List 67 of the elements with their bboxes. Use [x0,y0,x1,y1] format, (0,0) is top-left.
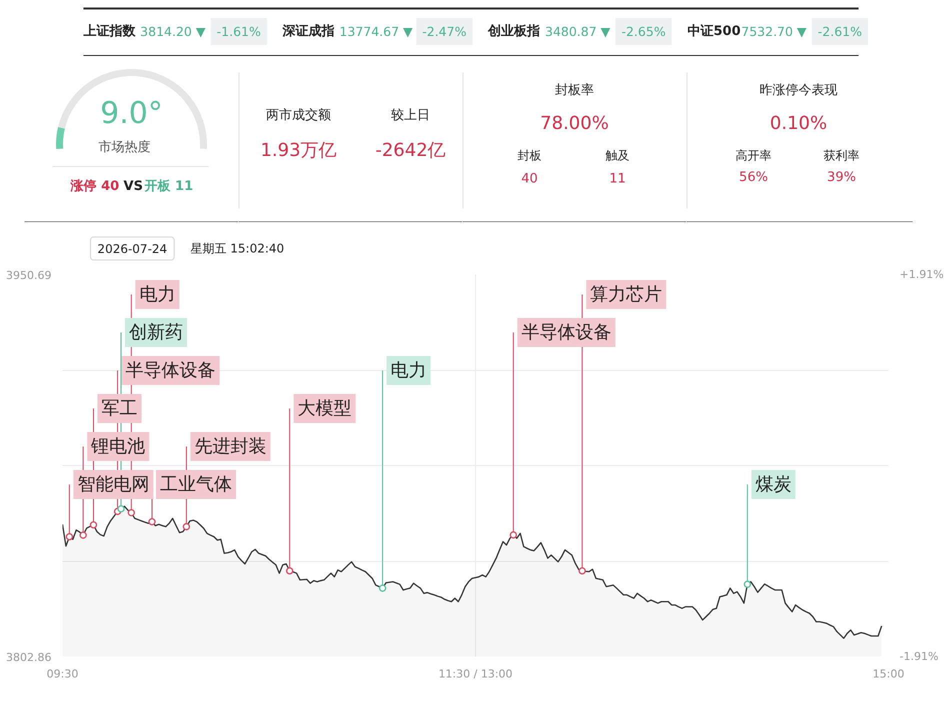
text: -2.65% [621,24,666,39]
text: 中证500 [687,24,741,39]
point [90,521,98,529]
y2-tick-label: -1.91% [900,650,938,663]
point [286,567,294,575]
text: 7532.70 ▼ [741,24,807,39]
text: 创业板指 [487,24,540,39]
text: 40 [521,172,538,186]
x-tick-label: 09:30 [46,668,78,680]
data-label: 锂电池 [90,436,146,457]
point [128,509,135,516]
text: 昨涨停今表现 [760,83,838,98]
text: 2026-07-24 [97,242,168,256]
point [378,584,386,592]
data-label: 智能电网 [77,474,150,495]
text: 高开率 [736,148,772,162]
data-label: 军工 [101,398,138,419]
text: 39% [827,170,856,185]
data-label: 先进封装 [194,436,266,457]
text: 星期五 15:02:40 [190,242,284,256]
point [66,533,74,540]
text: -2.47% [422,24,467,39]
text: 较上日 [391,108,430,123]
data-label: 电力 [139,284,176,305]
text: -2.61% [818,24,862,39]
text: 获利率 [824,148,860,162]
text: 涨停 40 [70,179,120,194]
text: 13774.67 ▼ [339,24,414,39]
data-label: 电力 [390,360,427,381]
point [148,518,156,526]
point [80,532,87,539]
text: 触及 [606,148,630,162]
data-label: 算力芯片 [590,284,662,305]
text: 0.10% [770,113,828,134]
point [578,567,586,575]
point [182,523,190,530]
text: -2642亿 [375,140,446,161]
y-tick-label: 3802.86 [6,651,52,664]
y2-tick-label: +1.91% [900,268,944,281]
text: 封板 [518,148,542,162]
point [744,580,752,588]
text: -1.61% [216,24,262,39]
text: VS [124,179,143,194]
text: 上证指数 [82,24,136,39]
data-label: 半导体设备 [521,322,612,343]
text: 56% [739,170,768,185]
x-tick-label: 15:00 [872,668,904,680]
data-label: 大模型 [298,398,352,419]
text: 两市成交额 [266,107,331,123]
x-tick-label: 11:30 / 13:00 [438,668,513,680]
text: 3814.20 ▼ [140,24,206,39]
text: 市场热度 [98,139,150,155]
point [117,505,125,512]
data-label: 工业气体 [160,474,232,495]
data-label: 煤炭 [755,474,792,495]
y-tick-label: 3950.69 [6,269,52,282]
text: 开板 11 [143,179,194,194]
text: 深证成指 [282,24,335,39]
text: 封板率 [555,82,594,98]
point [510,531,518,539]
data-label: 创新药 [129,322,184,343]
text: 78.00% [540,113,609,134]
text: 9.0° [100,96,163,131]
text: 3480.87 ▼ [544,24,611,39]
text: 11 [609,172,626,186]
data-label: 半导体设备 [126,360,216,381]
text: 1.93万亿 [260,140,337,161]
